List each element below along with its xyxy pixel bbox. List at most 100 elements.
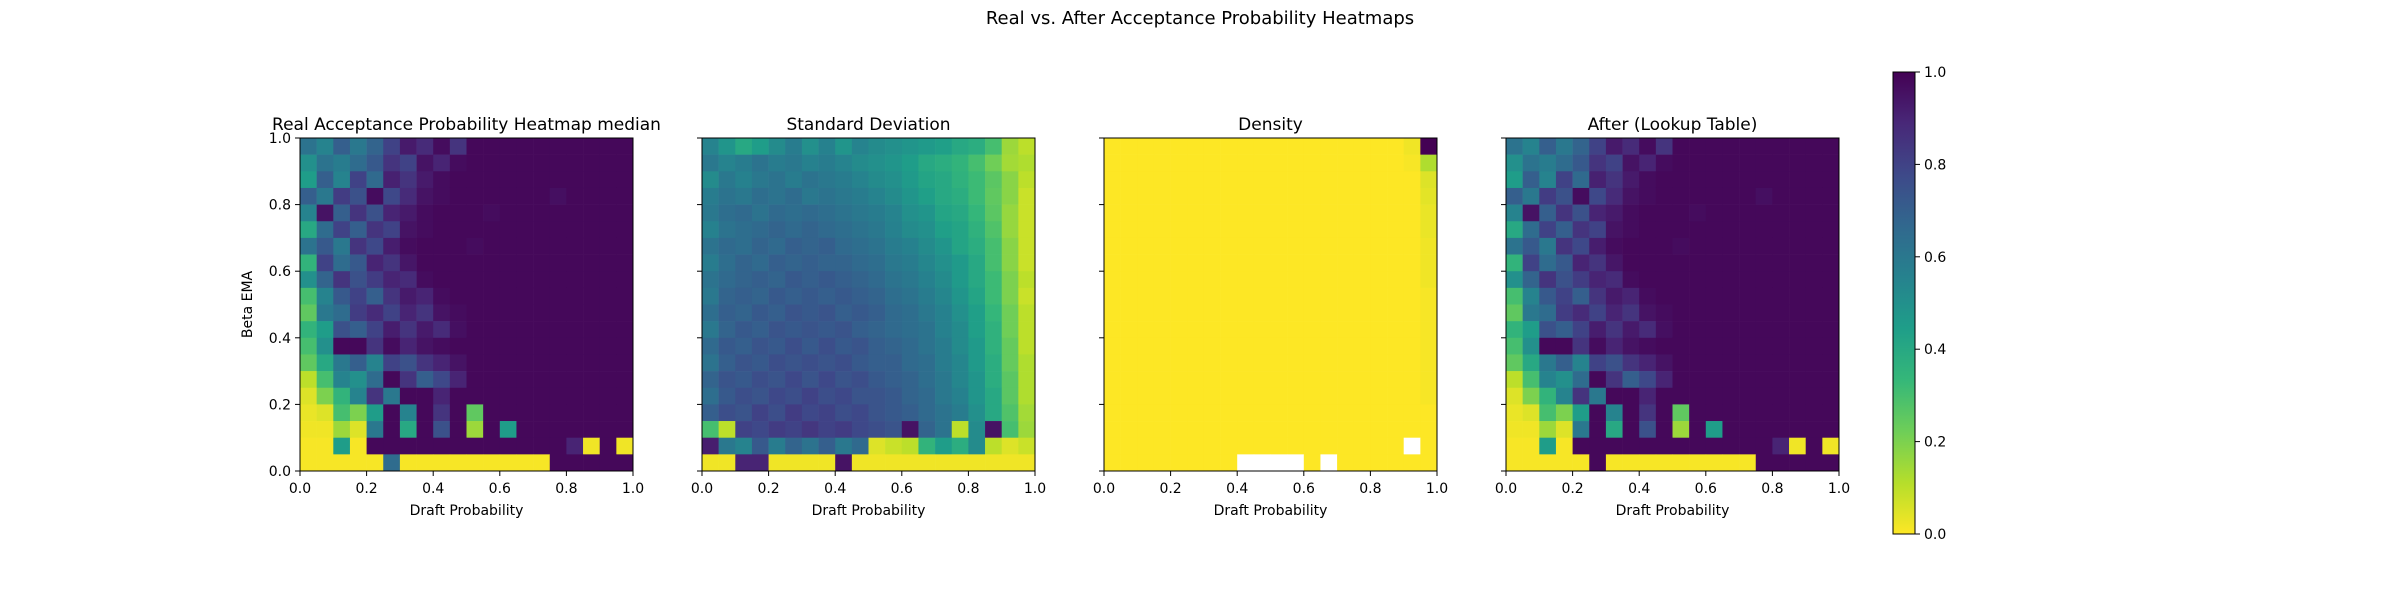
heatmap-cell: [968, 204, 986, 222]
heatmap-cell: [416, 337, 434, 355]
heatmap-cell: [951, 204, 969, 222]
heatmap-cell: [1672, 404, 1690, 422]
heatmap-cell: [466, 337, 484, 355]
heatmap-cell: [1018, 304, 1036, 322]
heatmap-cell: [818, 337, 836, 355]
heatmap-cell: [1337, 204, 1355, 222]
heatmap-cell: [516, 138, 534, 155]
heatmap-cell: [1822, 354, 1840, 372]
heatmap-cell: [1337, 404, 1355, 422]
heatmap-cell: [1187, 387, 1205, 405]
heatmap-cell: [1572, 171, 1590, 189]
heatmap-cell: [599, 404, 617, 422]
heatmap-cell: [1237, 237, 1255, 255]
heatmap-cell: [851, 321, 869, 339]
heatmap-cell: [599, 221, 617, 239]
heatmap-cell: [1805, 237, 1823, 255]
heatmap-cell: [1572, 237, 1590, 255]
heatmap-cell: [1722, 437, 1740, 455]
heatmap-cell: [1506, 421, 1523, 438]
heatmap-cell: [1539, 154, 1557, 172]
heatmap-cell: [968, 237, 986, 255]
heatmap-cell: [1220, 337, 1238, 355]
heatmap-cell: [1589, 171, 1607, 189]
heatmap-cell: [599, 287, 617, 305]
heatmap-cell: [1805, 304, 1823, 322]
heatmap-cell: [935, 287, 953, 305]
heatmap-cell: [1353, 154, 1371, 172]
heatmap-cell: [583, 404, 600, 422]
heatmap-cell: [868, 237, 886, 255]
heatmap-cell: [1370, 237, 1388, 255]
heatmap-cell: [433, 221, 451, 239]
heatmap-cell: [768, 138, 786, 155]
heatmap-cell: [718, 421, 736, 438]
heatmap-cell: [1689, 171, 1707, 189]
heatmap-cell: [1403, 337, 1421, 355]
heatmap-cell: [1522, 387, 1540, 405]
x-tick-label: 1.0: [1426, 481, 1448, 497]
heatmap-cell: [1722, 154, 1740, 172]
heatmap-cell: [1170, 454, 1188, 472]
heatmap-cell: [1287, 154, 1305, 172]
heatmap-cell: [483, 204, 501, 222]
heatmap-cell: [1187, 454, 1205, 472]
x-tick-label: 0.4: [1226, 481, 1248, 497]
heatmap-cell: [1203, 421, 1221, 438]
heatmap-cell: [1755, 404, 1773, 422]
heatmap-cell: [951, 271, 969, 289]
heatmap-cell: [818, 221, 836, 239]
heatmap-cell: [1639, 354, 1657, 372]
heatmap-cell: [735, 304, 753, 322]
heatmap-cell: [1170, 287, 1188, 305]
heatmap-cell: [1522, 321, 1540, 339]
heatmap-cell: [383, 171, 401, 189]
heatmap-cell: [985, 387, 1002, 405]
heatmap-cell: [1772, 371, 1790, 389]
heatmap-cell: [1337, 421, 1355, 438]
heatmap-cell: [499, 287, 517, 305]
heatmap-cell: [818, 304, 836, 322]
heatmap-cell: [1739, 421, 1757, 438]
heatmap-cell: [466, 354, 484, 372]
heatmap-cell: [549, 271, 567, 289]
heatmap-cell: [1705, 321, 1723, 339]
heatmap-cell: [1572, 271, 1590, 289]
heatmap-cell: [1689, 337, 1707, 355]
heatmap-cell: [1522, 404, 1540, 422]
heatmap-cell: [616, 204, 634, 222]
heatmap-cell: [1689, 204, 1707, 222]
heatmap-cell: [566, 154, 584, 172]
heatmap-cell: [316, 404, 334, 422]
heatmap-cell: [599, 321, 617, 339]
heatmap-cell: [499, 254, 517, 272]
heatmap-cell: [383, 154, 401, 172]
heatmap-cell: [1137, 437, 1155, 455]
heatmap-cell: [1822, 154, 1840, 172]
heatmap-cell: [1605, 237, 1623, 255]
heatmap-cell: [349, 371, 367, 389]
heatmap-cell: [985, 354, 1002, 372]
heatmap-cell: [616, 154, 634, 172]
heatmap-cell: [835, 254, 853, 272]
heatmap-cell: [818, 404, 836, 422]
heatmap-cell: [399, 204, 417, 222]
heatmap-cell: [300, 237, 317, 255]
heatmap-cell: [835, 354, 853, 372]
heatmap-cell: [918, 454, 936, 472]
heatmap-cell: [1555, 454, 1573, 472]
heatmap-cell: [366, 421, 384, 438]
heatmap-cell: [1539, 187, 1557, 205]
heatmap-cell: [1018, 287, 1036, 305]
heatmap-cell: [599, 371, 617, 389]
heatmap-cell: [718, 271, 736, 289]
heatmap-cell: [1203, 354, 1221, 372]
heatmap-cell: [1722, 237, 1740, 255]
heatmap-cell: [1237, 387, 1255, 405]
heatmap-cell: [333, 287, 351, 305]
heatmap-cell: [851, 221, 869, 239]
heatmap-cell: [1639, 237, 1657, 255]
heatmap-cell: [399, 387, 417, 405]
heatmap-cell: [901, 421, 919, 438]
heatmap-cell: [1805, 321, 1823, 339]
